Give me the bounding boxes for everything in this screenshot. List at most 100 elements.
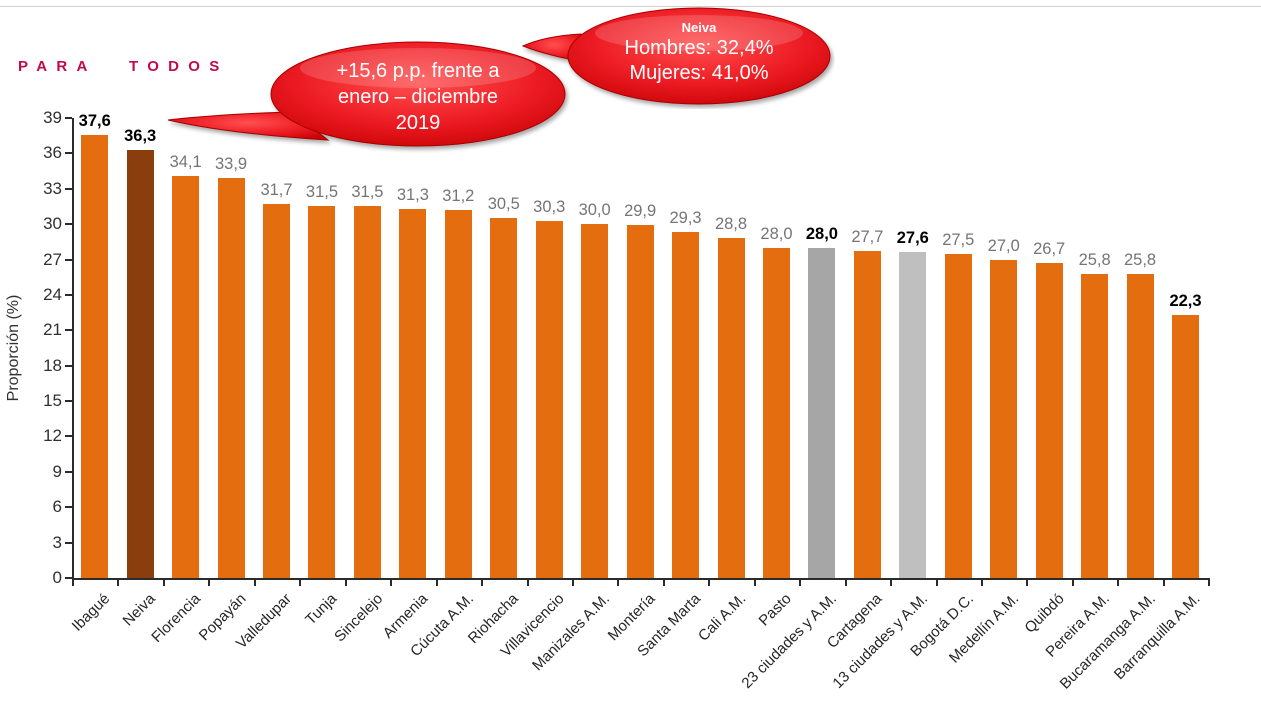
- y-axis-tick: [65, 577, 72, 579]
- y-axis-tick-label: 21: [43, 320, 62, 340]
- x-axis-tick: [435, 580, 438, 586]
- bar-value-label: 22,3: [1169, 291, 1202, 310]
- y-axis-tick: [65, 117, 72, 119]
- bar-Sincelejo: [353, 206, 381, 578]
- bar-value-label: 26,7: [1033, 240, 1066, 259]
- y-axis-tick: [65, 258, 72, 261]
- bar-value-label: 27,7: [851, 228, 884, 247]
- callout-neiva-title: Neiva: [681, 20, 717, 35]
- callout-tail: [167, 111, 330, 141]
- x-axis-tick: [117, 580, 120, 586]
- y-axis-tick-label: 30: [43, 214, 62, 234]
- bar-Montería: [626, 225, 654, 578]
- bar-Quibdó: [1035, 263, 1063, 578]
- callout-neiva-line2: Mujeres: 41,0%: [629, 62, 769, 84]
- bar-value-label: 31,5: [351, 183, 384, 202]
- x-axis-label: Ibagué: [68, 590, 114, 635]
- bar-value-label: 28,8: [714, 215, 748, 234]
- y-axis-title: Proporción (%): [5, 294, 22, 402]
- bar-value-label: 27,0: [987, 236, 1020, 255]
- y-axis-line: [72, 118, 74, 578]
- bar-Ibagué: [81, 134, 109, 578]
- x-axis-tick: [344, 580, 347, 586]
- bar-value-label: 37,6: [78, 111, 111, 130]
- bar-value-label: 30,3: [533, 197, 566, 216]
- callout-change-text: +15,6 p.p. frente a enero – diciembre 20…: [288, 58, 548, 136]
- callout-bubble-change: [167, 41, 566, 147]
- x-axis-tick: [1026, 580, 1029, 586]
- bar-value-label: 25,8: [1124, 250, 1157, 269]
- bar-Armenia: [399, 208, 427, 578]
- bar-value-label: 30,5: [487, 195, 520, 214]
- x-axis-tick: [753, 580, 756, 586]
- x-axis-tick: [299, 580, 302, 586]
- y-axis-tick-label: 33: [43, 178, 62, 198]
- x-axis-label: Cali A.M.: [694, 590, 750, 645]
- x-axis-label: Florencia: [148, 590, 204, 646]
- bar-13 ciudades y A.M.: [899, 252, 927, 578]
- para-todos-slogan: PARA TODOS: [18, 58, 229, 75]
- x-axis-tick: [981, 580, 983, 586]
- x-axis-tick: [662, 580, 665, 586]
- bar-value-label: 33,9: [215, 155, 248, 174]
- callout-neiva-line1: Hombres: 32,4%: [624, 37, 774, 59]
- x-axis-tick: [571, 580, 574, 586]
- x-axis-tick: [708, 580, 711, 586]
- x-axis-tick: [890, 580, 893, 586]
- y-axis-tick-label: 36: [43, 143, 62, 163]
- x-axis-tick: [72, 580, 74, 586]
- bar-Pereira A.M.: [1081, 273, 1109, 578]
- callout-ellipse: [567, 7, 831, 105]
- bar-Tunja: [308, 206, 336, 578]
- bar-value-label: 31,3: [396, 185, 429, 204]
- y-axis-tick: [65, 435, 72, 438]
- bar-value-label: 31,7: [260, 181, 293, 200]
- bar-Cartagena: [853, 251, 881, 578]
- y-axis-tick: [65, 329, 72, 332]
- y-axis-tick-label: 12: [43, 426, 62, 446]
- x-axis-tick: [1162, 580, 1165, 586]
- bar-value-label: 29,9: [624, 202, 657, 221]
- bar-value-label: 27,5: [942, 230, 975, 249]
- bar-value-label: 31,5: [305, 183, 339, 202]
- bar-value-label: 31,2: [442, 187, 475, 205]
- bar-Cali A.M.: [717, 238, 745, 578]
- y-axis-tick-label: 27: [43, 249, 62, 269]
- bar-Barranquilla A.M.: [1172, 314, 1200, 578]
- y-axis-tick: [65, 152, 72, 155]
- y-axis-tick-label: 24: [43, 284, 62, 304]
- bar-Manizales A.M.: [581, 224, 609, 578]
- x-axis-tick: [390, 580, 393, 586]
- bar-Medellín A.M.: [990, 259, 1018, 578]
- bar-23 ciudades y A.M.: [808, 247, 836, 578]
- bar-value-label: 29,3: [669, 209, 702, 228]
- callout-gloss: [595, 15, 803, 51]
- callout-neiva-text: Neiva Hombres: 32,4% Mujeres: 41,0%: [579, 20, 819, 86]
- x-axis-tick: [253, 580, 256, 586]
- bar-Bogotá D.C.: [944, 253, 972, 578]
- x-axis-tick: [1208, 580, 1211, 586]
- y-axis-tick: [65, 364, 72, 367]
- bar-Santa Marta: [672, 232, 700, 578]
- bar-value-label: 27,6: [896, 229, 929, 248]
- y-axis-tick-label: 9: [52, 461, 62, 481]
- callout-bubble-neiva: [521, 7, 831, 105]
- x-axis-tick: [208, 580, 211, 586]
- y-axis-tick-label: 0: [52, 568, 62, 587]
- callout-ellipse: [270, 41, 566, 147]
- callout-change-line2: enero – diciembre: [337, 86, 499, 108]
- y-axis-tick-label: 3: [52, 532, 62, 552]
- bar-value-label: 34,1: [169, 152, 202, 171]
- x-axis-label: Barranquilla A.M.: [1111, 590, 1204, 684]
- x-axis-line: [72, 578, 1211, 580]
- bar-Cúcuta A.M.: [444, 210, 472, 578]
- bar-Popayán: [217, 178, 245, 578]
- bar-value-label: 25,8: [1078, 250, 1111, 269]
- y-axis-tick: [65, 506, 72, 509]
- callout-gloss: [300, 48, 536, 88]
- y-axis-tick-label: 6: [52, 497, 62, 517]
- y-axis-tick: [65, 223, 72, 226]
- x-axis-tick: [617, 580, 620, 586]
- x-axis-tick: [162, 580, 165, 586]
